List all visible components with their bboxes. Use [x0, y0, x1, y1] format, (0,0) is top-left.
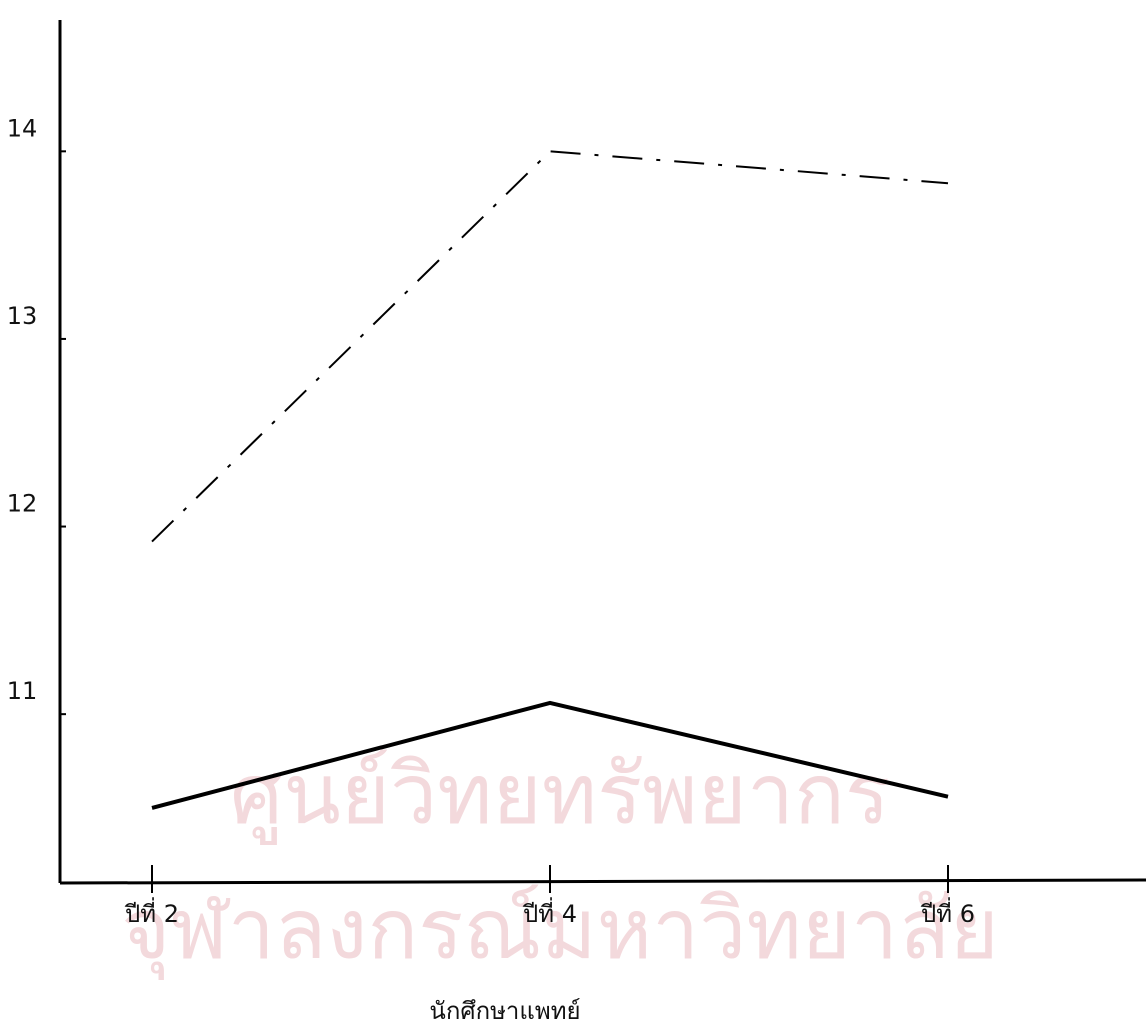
- watermark: จุฬาลงกรณ์มหาวิทยาลัย: [121, 880, 999, 981]
- series-line: [152, 151, 948, 541]
- y-tick-label: 12: [7, 490, 38, 518]
- x-tick-label: ปีที่ 2: [124, 897, 179, 928]
- x-tick-label: ปีที่ 6: [920, 897, 975, 928]
- y-tick-label: 13: [7, 302, 38, 330]
- x-axis-label: นักศึกษาแพทย์: [429, 997, 580, 1025]
- y-tick-label: 11: [7, 677, 38, 705]
- x-tick-label: ปีที่ 4: [522, 897, 577, 928]
- chart: ศูนย์วิทยทรัพยากร จุฬาลงกรณ์มหาวิทยาลัย …: [0, 0, 1146, 1031]
- y-tick-label: 14: [7, 114, 38, 142]
